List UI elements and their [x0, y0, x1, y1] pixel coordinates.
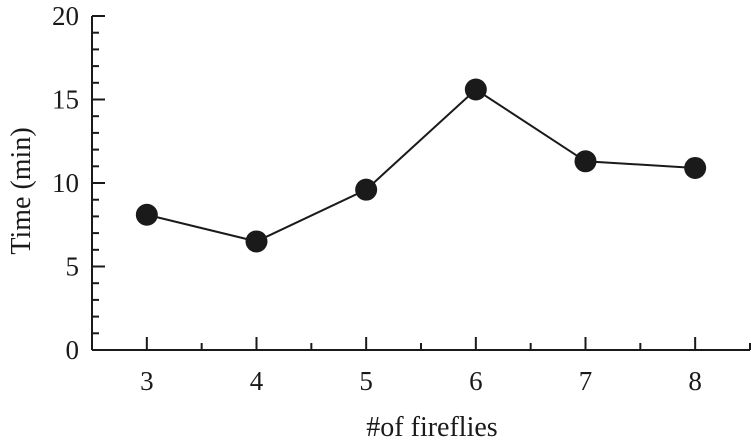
data-point: [135, 203, 158, 226]
y-tick-label: 10: [52, 168, 79, 198]
axis-ticks: [91, 15, 751, 351]
series-layer: [135, 78, 707, 253]
y-tick-label: 5: [66, 252, 80, 282]
data-point: [464, 78, 487, 101]
y-tick-label: 0: [66, 335, 80, 365]
data-point: [245, 230, 268, 253]
y-tick-label: 15: [52, 85, 79, 115]
x-tick-label: 8: [688, 366, 702, 396]
axes: [91, 16, 750, 351]
x-axis-title: #of fireflies: [366, 412, 497, 442]
data-point: [355, 178, 378, 201]
x-tick-label: 4: [250, 366, 264, 396]
series-line: [146, 88, 696, 243]
data-point: [574, 150, 597, 173]
x-tick-label: 6: [469, 366, 483, 396]
x-tick-label: 5: [359, 366, 373, 396]
axis-titles: #of fireflies Time (min): [6, 127, 498, 442]
y-axis-title: Time (min): [6, 127, 37, 254]
x-tick-label: 7: [579, 366, 593, 396]
tick-labels: 0 5 10 15 20 3 4 5 6 7 8: [52, 1, 702, 396]
y-tick-label: 20: [52, 1, 79, 31]
data-point: [684, 156, 707, 179]
x-tick-label: 3: [140, 366, 154, 396]
